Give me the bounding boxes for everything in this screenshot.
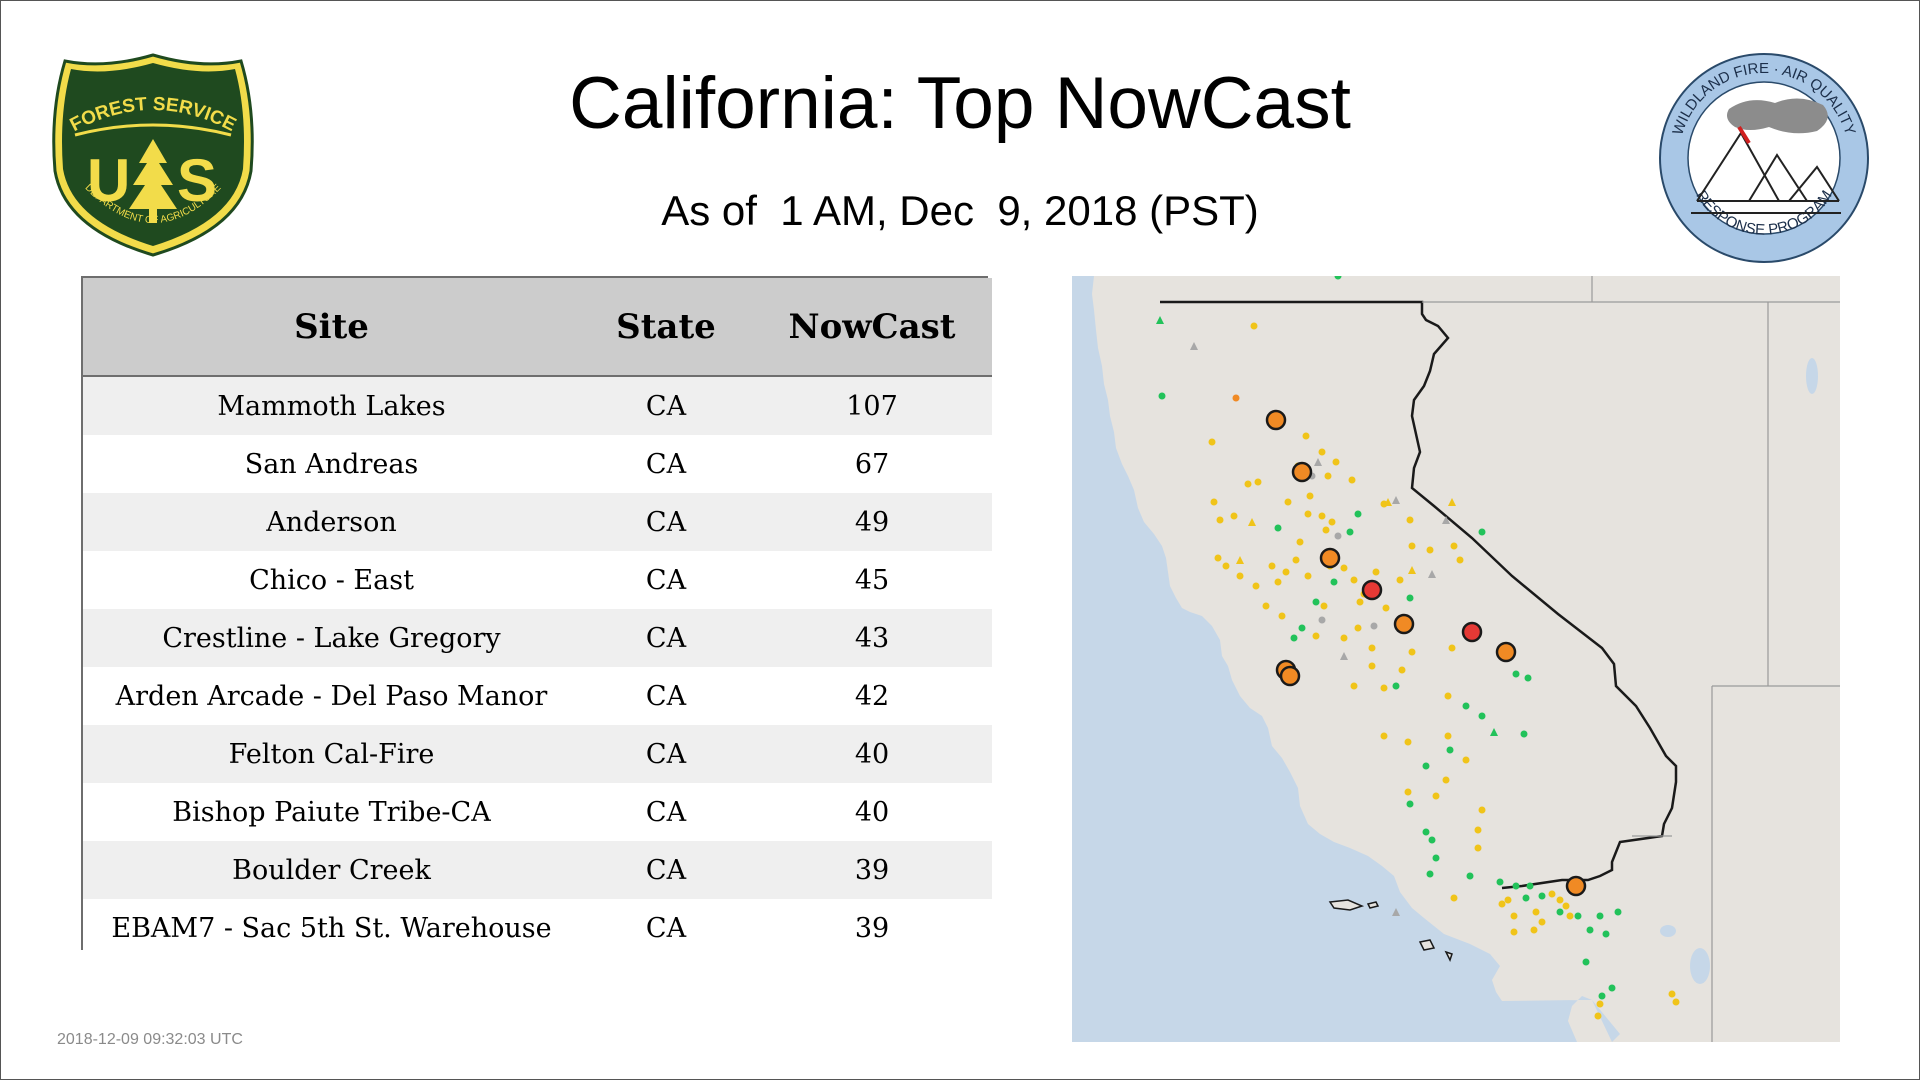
table-row: Boulder Creek CA 39 — [83, 841, 992, 899]
california-map — [1072, 272, 1840, 1042]
site-cell: San Andreas — [83, 435, 580, 493]
nowcast-cell: 67 — [752, 435, 992, 493]
channel-islands — [1328, 899, 1453, 962]
aqi-good-markers — [1158, 272, 1622, 1000]
site-cell: Arden Arcade - Del Paso Manor — [83, 667, 580, 725]
state-cell: CA — [580, 783, 752, 841]
wildland-fire-air-quality-logo: WILDLAND FIRE · AIR QUALITY RESPONSE PRO… — [1657, 51, 1872, 266]
smoke-plume-icon — [1727, 98, 1828, 134]
other-borders — [1422, 276, 1840, 1042]
page-title: California: Top NowCast — [569, 63, 1351, 144]
site-cell: Mammoth Lakes — [83, 376, 580, 435]
nowcast-cell: 49 — [752, 493, 992, 551]
table-row: Bishop Paiute Tribe-CA CA 40 — [83, 783, 992, 841]
state-cell: CA — [580, 609, 752, 667]
state-cell: CA — [580, 551, 752, 609]
aqi-usg-small-markers — [1232, 394, 1240, 402]
header-site: Site — [83, 278, 580, 377]
table-row: Chico - East CA 45 — [83, 551, 992, 609]
no-data-markers — [1190, 342, 1450, 916]
state-cell: CA — [580, 376, 752, 435]
site-cell: Boulder Creek — [83, 841, 580, 899]
table-row: Anderson CA 49 — [83, 493, 992, 551]
state-borders — [1160, 300, 1678, 890]
triangle-moderate-markers — [1236, 498, 1456, 574]
header-state: State — [580, 278, 752, 377]
table-row: Crestline - Lake Gregory CA 43 — [83, 609, 992, 667]
flag-icon — [1737, 125, 1751, 145]
mountains-icon — [1691, 131, 1841, 214]
nowcast-cell: 40 — [752, 783, 992, 841]
table-row: Felton Cal-Fire CA 40 — [83, 725, 992, 783]
triangle-good-markers — [1156, 316, 1498, 736]
state-cell: CA — [580, 899, 752, 957]
nowcast-cell: 39 — [752, 899, 992, 957]
nowcast-cell: 45 — [752, 551, 992, 609]
site-cell: Chico - East — [83, 551, 580, 609]
state-cell: CA — [580, 435, 752, 493]
generated-timestamp: 2018-12-09 09:32:03 UTC — [57, 1031, 243, 1048]
site-cell: EBAM7 - Sac 5th St. Warehouse — [83, 899, 580, 957]
table-row: Mammoth Lakes CA 107 — [83, 376, 992, 435]
nowcast-cell: 40 — [752, 725, 992, 783]
table-row: EBAM7 - Sac 5th St. Warehouse CA 39 — [83, 899, 992, 957]
nowcast-cell: 43 — [752, 609, 992, 667]
site-cell: Bishop Paiute Tribe-CA — [83, 783, 580, 841]
forest-service-logo: FOREST SERVICE DEPARTMENT OF AGRICULTURE… — [51, 51, 256, 258]
top-sites-markers — [1265, 409, 1587, 897]
aqi-moderate-markers — [1208, 322, 1680, 1020]
table-row: Arden Arcade - Del Paso Manor CA 42 — [83, 667, 992, 725]
logo-letter-s: S — [177, 147, 217, 214]
site-cell: Anderson — [83, 493, 580, 551]
pine-tree-icon — [129, 139, 177, 223]
state-cell: CA — [580, 493, 752, 551]
nowcast-table: Site State NowCast Mammoth Lakes CA 107 Sa… — [81, 276, 992, 957]
nowcast-cell: 107 — [752, 376, 992, 435]
state-cell: CA — [580, 841, 752, 899]
page-subtitle: As of 1 AM, Dec 9, 2018 (PST) — [661, 187, 1259, 234]
nowcast-cell: 42 — [752, 667, 992, 725]
land-area — [1092, 276, 1840, 1042]
monitor-markers — [1156, 272, 1680, 1020]
table-header-row: Site State NowCast — [83, 278, 992, 377]
logo-letter-u: U — [87, 147, 130, 214]
state-cell: CA — [580, 667, 752, 725]
site-cell: Felton Cal-Fire — [83, 725, 580, 783]
site-cell: Crestline - Lake Gregory — [83, 609, 580, 667]
table-row: San Andreas CA 67 — [83, 435, 992, 493]
state-cell: CA — [580, 725, 752, 783]
nowcast-cell: 39 — [752, 841, 992, 899]
header-nowcast: NowCast — [752, 278, 992, 377]
